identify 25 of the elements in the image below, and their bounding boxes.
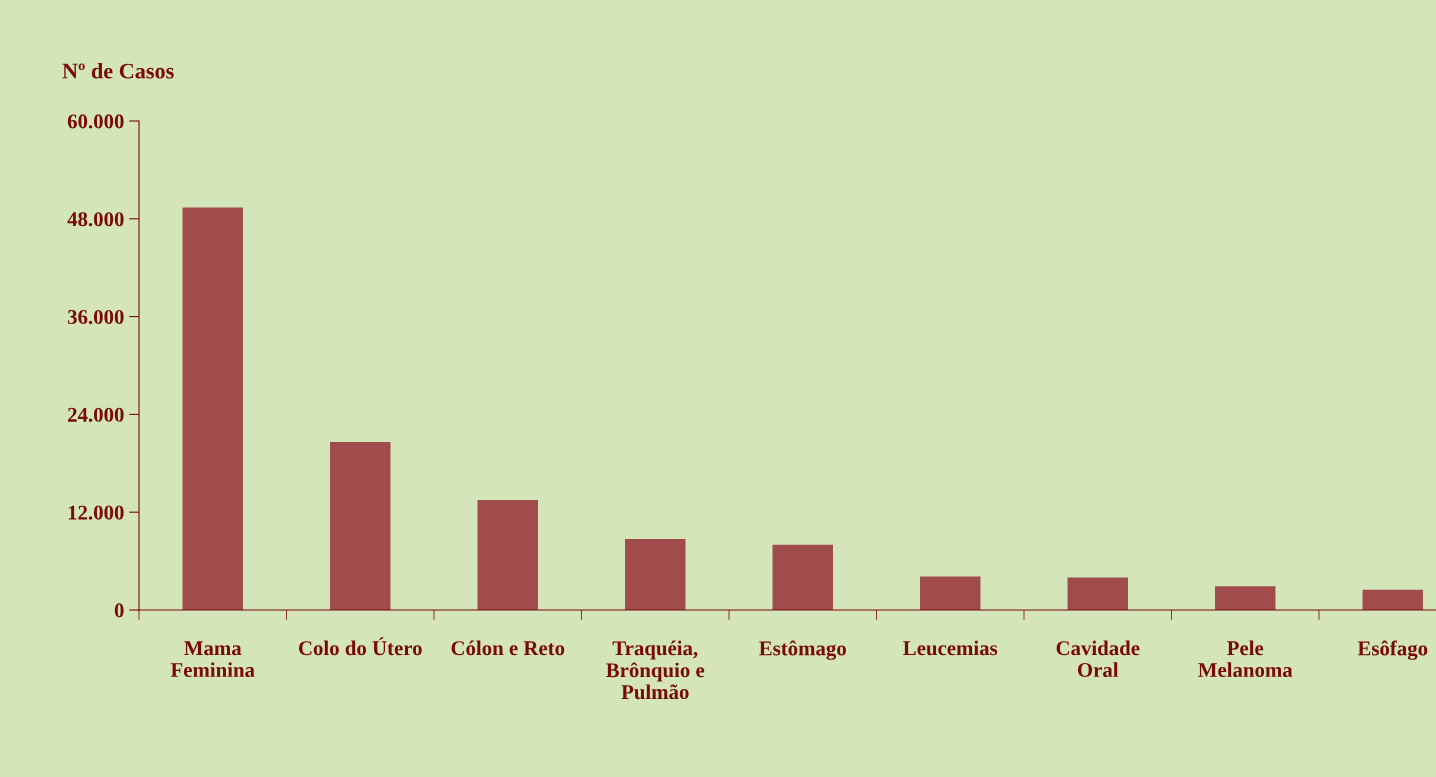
y-tick-label: 36.000 <box>67 309 124 325</box>
bar <box>1067 577 1128 610</box>
x-tick-label: Traquéia, Brônquio e Pulmão <box>606 640 705 700</box>
x-tick-label: Esôfago <box>1357 640 1428 660</box>
bar <box>330 442 391 610</box>
y-tick-label: 48.000 <box>67 212 124 227</box>
x-tick-label: Mama Feminina <box>170 641 255 677</box>
y-axis-title: Nº de Casos <box>62 62 174 79</box>
x-tick-label: Leucemias <box>903 640 998 656</box>
x-tick-label: Estômago <box>759 640 846 660</box>
y-tick-label: 12.000 <box>68 505 124 520</box>
bar <box>1362 589 1423 610</box>
bar <box>772 544 833 610</box>
bar <box>477 499 538 610</box>
x-tick-label: Cavidade Oral <box>1056 640 1140 677</box>
bar <box>920 576 981 610</box>
y-tick-label: 60.000 <box>67 114 124 129</box>
x-tick-label: Cólon e Reto <box>451 640 565 656</box>
y-tick-label: 0 <box>114 603 124 618</box>
x-tick-label: Colo do Útero <box>298 637 422 656</box>
bar <box>625 539 686 610</box>
bar <box>182 207 243 610</box>
bar <box>1215 586 1276 610</box>
y-tick-label: 24.000 <box>68 407 124 422</box>
x-tick-label: Pele Melanoma <box>1198 640 1293 677</box>
